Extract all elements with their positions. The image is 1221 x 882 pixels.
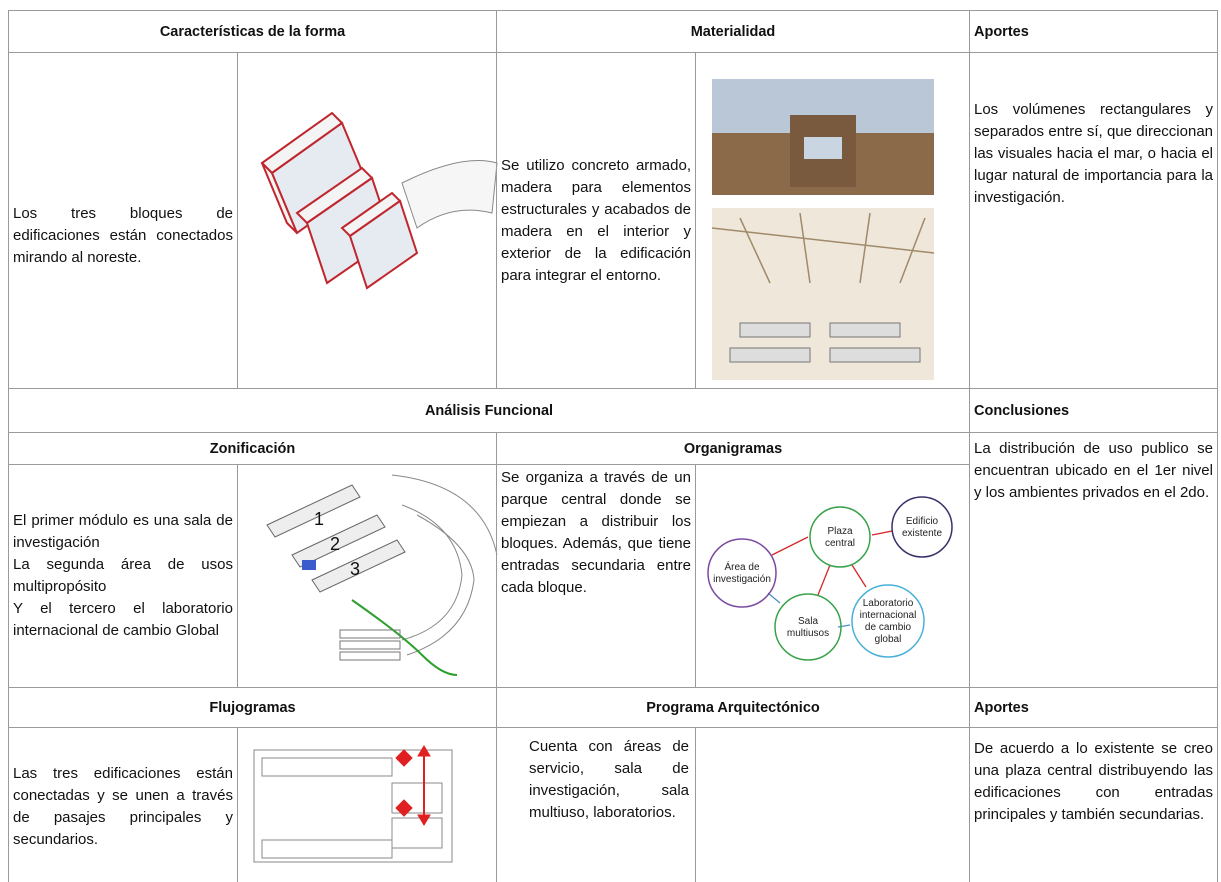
header-cell: Materialidad (496, 10, 970, 53)
header-cell: Aportes (969, 10, 1218, 53)
header-cell: Conclusiones (969, 388, 1218, 433)
cell-text: Cuenta con áreas de servicio, sala de in… (529, 738, 689, 821)
diagram-cell: Plaza central Edificio existente Área de inve… (695, 464, 970, 688)
node-label: multiusos (787, 628, 829, 639)
node-label: Área de (724, 560, 759, 573)
text-cell: Se organiza a través de un parque centra… (496, 464, 696, 688)
header: Aportes (974, 23, 1029, 40)
paragraph: La segunda área de usos multipropósito (13, 556, 233, 595)
plan-number: 2 (330, 534, 340, 554)
node (851, 584, 925, 658)
image-cell (695, 52, 970, 389)
header: Flujogramas (209, 699, 296, 716)
plan-number: 1 (314, 509, 324, 529)
empty-cell (695, 727, 970, 882)
image-cell (237, 52, 498, 389)
header: Zonificación (209, 440, 296, 457)
header: Características de la forma (159, 23, 346, 40)
image-cell (237, 727, 497, 882)
text-cell: De acuerdo a lo existente se creo una pl… (969, 727, 1218, 882)
header-cell: Programa Arquitectónico (496, 687, 970, 728)
text-cell: El primer módulo es una sala de investig… (8, 464, 238, 688)
text-cell: Los tres bloques de edificaciones están … (8, 52, 238, 389)
node-label: global (875, 634, 902, 645)
building-sketch (260, 111, 498, 290)
node (707, 538, 777, 608)
header: Materialidad (690, 23, 776, 40)
node-label: existente (902, 528, 942, 539)
text-cell: La distribución de uso publico se encuen… (969, 432, 1218, 688)
cell-text: Las tres edificaciones están conectadas … (13, 765, 233, 848)
node-label: central (825, 538, 855, 549)
header-cell: Características de la forma (8, 10, 497, 53)
node (891, 496, 953, 558)
cell-text: De acuerdo a lo existente se creo una pl… (974, 740, 1213, 823)
node-label: internacional (860, 610, 917, 621)
node-label: de cambio (865, 622, 912, 633)
header: Conclusiones (974, 402, 1070, 419)
text-cell: Cuenta con áreas de servicio, sala de in… (496, 727, 696, 882)
node-label: Sala (798, 616, 818, 627)
header-cell: Análisis Funcional (8, 388, 970, 433)
text-cell: Se utilizo concreto armado, madera para … (496, 52, 696, 389)
cell-text: La distribución de uso publico se encuen… (974, 440, 1213, 501)
text-cell: Las tres edificaciones están conectadas … (8, 727, 238, 882)
node-label: investigación (713, 574, 771, 585)
cell-text: Los volúmenes rectangulares y separados … (974, 101, 1213, 206)
cell-text: Se utilizo concreto armado, madera para … (501, 156, 691, 284)
node (809, 506, 871, 568)
material-photos (711, 79, 935, 380)
node (774, 593, 842, 661)
header-cell: Aportes (969, 687, 1218, 728)
plan-number: 3 (350, 559, 360, 579)
text-cell: Los volúmenes rectangulares y separados … (969, 52, 1218, 389)
cell-text: Los tres bloques de edificaciones están … (13, 204, 233, 266)
paragraph: El primer módulo es una sala de investig… (13, 512, 233, 551)
header-cell: Organigramas (496, 432, 970, 465)
header: Programa Arquitectónico (646, 699, 820, 716)
zoning-plan: 123 (266, 474, 498, 676)
node-label: Plaza (827, 526, 852, 537)
node-label: Edificio (906, 516, 939, 527)
cell-text: Se organiza a través de un parque centra… (501, 469, 691, 596)
paragraph-list: El primer módulo es una sala de investig… (13, 510, 233, 642)
header-cell: Flujogramas (8, 687, 497, 728)
header-cell: Zonificación (8, 432, 497, 465)
flow-plan (253, 745, 453, 863)
header: Aportes (974, 699, 1029, 716)
header: Organigramas (683, 440, 783, 457)
paragraph: Y el tercero el laboratorio internaciona… (13, 600, 233, 639)
header: Análisis Funcional (424, 402, 554, 419)
node-label: Laboratorio (863, 598, 914, 609)
